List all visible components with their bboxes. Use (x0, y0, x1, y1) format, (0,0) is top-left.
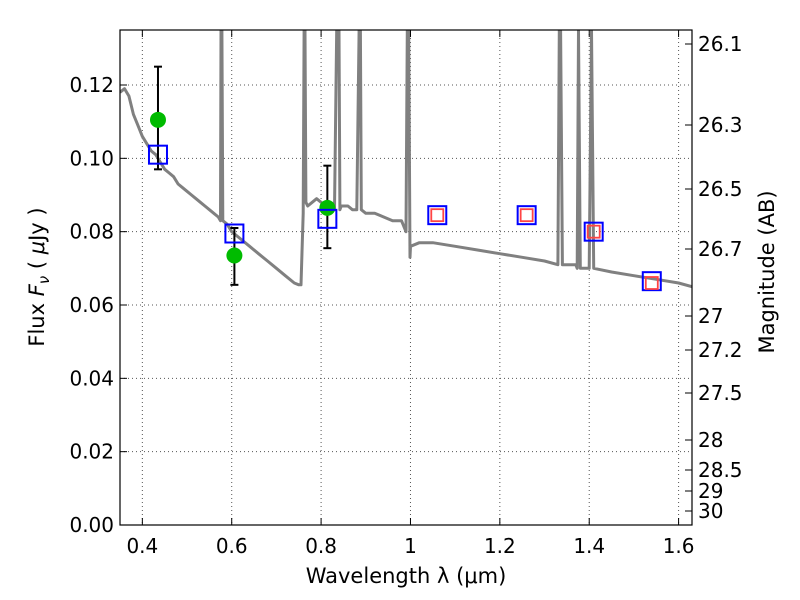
spectrum-line (120, 30, 692, 289)
y2-tick-label: 26.7 (698, 237, 743, 261)
y-axis-label-pre: Flux (25, 296, 49, 346)
y-axis-label: Flux Fν ( μJy ) (25, 207, 53, 346)
x-tick-label: 1 (404, 534, 417, 558)
blue-square-marker (516, 205, 537, 226)
tick-layer: 0.4 0.6 0.8 1 1.2 1.4 1.6 0.00 0.02 0.04 0.06 0.08 0… (69, 30, 743, 558)
y-axis-label-var: F (25, 283, 49, 296)
y-axis-label-mid: ( (25, 254, 49, 276)
y2-tick-label: 30 (698, 499, 723, 523)
y-tick-label: 0.08 (69, 220, 114, 244)
blue-square-marker (427, 205, 448, 226)
y-tick-label: 0.04 (69, 366, 114, 390)
blue-square-marker (583, 221, 604, 242)
red-square-marker (430, 208, 445, 223)
red-square-marker (644, 276, 659, 290)
x-tick-label: 1.2 (484, 534, 516, 558)
red-square-marker (586, 224, 601, 239)
y2-tick-label: 27.2 (698, 338, 743, 362)
y-tick-label: 0.12 (69, 73, 114, 97)
x-tick-label: 1.6 (663, 534, 695, 558)
y2-tick-label: 26.5 (698, 177, 743, 201)
observed-point (149, 111, 166, 128)
y-axis-label-mu: μ (25, 241, 49, 255)
x-tick-label: 0.6 (216, 534, 248, 558)
y2-tick-label: 27.5 (698, 381, 743, 405)
observed-point (319, 199, 336, 216)
y-tick-label: 0.10 (69, 146, 114, 170)
y-tick-label: 0.00 (69, 513, 114, 537)
x-tick-label: 0.8 (305, 534, 337, 558)
y2-tick-label: 28 (698, 428, 723, 452)
y-tick-label: 0.06 (69, 293, 114, 317)
x-axis-label: Wavelength λ (μm) (306, 564, 507, 588)
blue-square-marker (147, 144, 168, 165)
blue-square-marker (317, 208, 338, 229)
y2-tick-label: 26.3 (698, 113, 743, 137)
x-tick-label: 0.4 (126, 534, 158, 558)
y-axis-label-post: Jy ) (25, 207, 49, 243)
blue-square-marker (224, 223, 245, 244)
y-axis-label-sub: ν (35, 276, 53, 284)
observed-point (226, 247, 243, 264)
data-layer (120, 30, 692, 292)
red-square-marker (519, 208, 534, 223)
y-tick-label: 0.02 (69, 440, 114, 464)
y2-tick-label: 28.5 (698, 458, 743, 482)
y2-tick-label: 29 (698, 479, 723, 503)
y2-tick-label: 26.1 (698, 32, 743, 56)
y2-tick-label: 27 (698, 304, 723, 328)
blue-square-marker (641, 271, 662, 292)
y2-axis-label: Magnitude (AB) (755, 190, 779, 353)
x-tick-label: 1.4 (573, 534, 605, 558)
plot-frame (119, 29, 693, 526)
